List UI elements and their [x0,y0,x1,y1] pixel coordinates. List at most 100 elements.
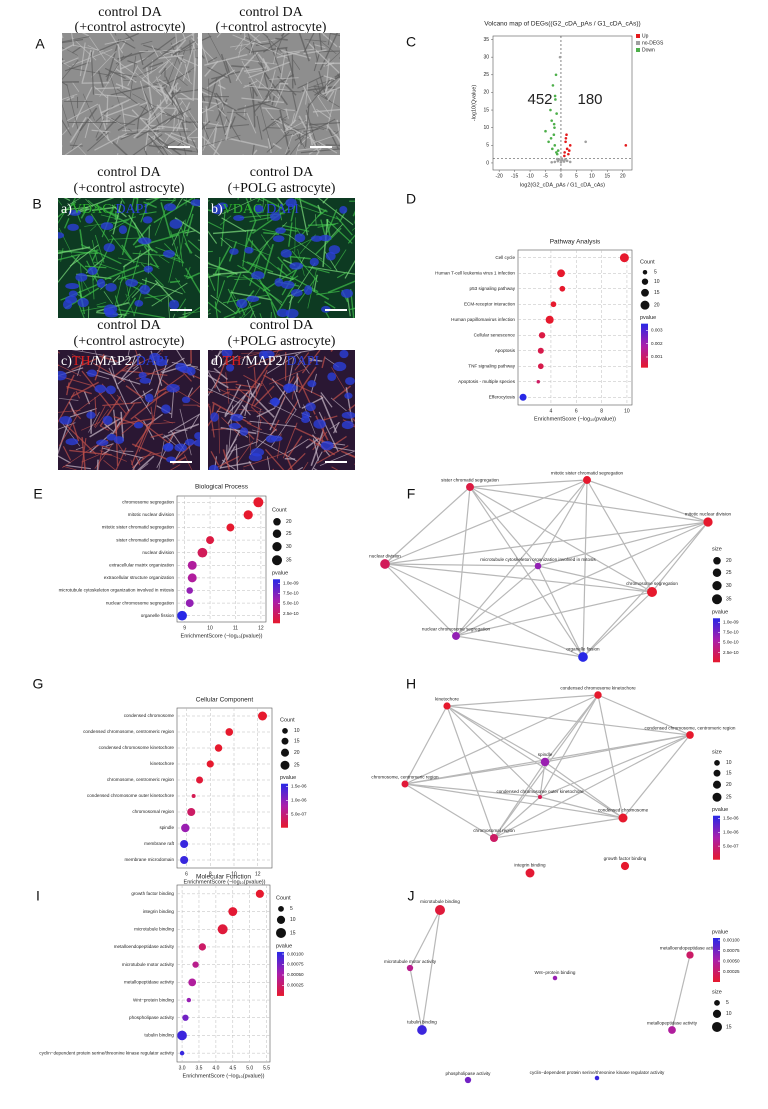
nucleus [319,234,332,242]
y-tick-label: integrin binding [143,909,175,914]
dot [536,380,541,384]
legend-size [712,1021,722,1032]
x-tick-label: 8 [209,871,212,877]
texture [169,280,181,284]
texture [253,80,282,113]
texture [276,51,300,59]
node [537,794,543,800]
legend-size [276,915,286,924]
node-label: metalloendopeptidase activity [660,946,721,951]
texture [288,222,293,247]
texture [348,403,355,411]
micrograph [208,198,355,318]
texture [58,228,73,254]
nucleus [269,398,281,406]
node-label: mitotic nuclear division [685,512,732,517]
texture [334,73,340,78]
texture [241,60,263,100]
nucleus [169,219,183,229]
texture [87,199,98,209]
x-tick-label: 9 [183,625,186,631]
texture [298,134,303,146]
y-tick-label: Cellular senescence [474,332,516,337]
texture [206,56,218,64]
texture [87,45,115,59]
texture [73,44,104,52]
nucleus [289,262,304,270]
legend-size [641,278,649,285]
texture [214,280,226,310]
texture [241,97,284,104]
texture [122,248,151,268]
texture [154,206,167,236]
edge [404,694,599,785]
texture [139,49,182,53]
y-tick-label: condensed chromosome kinetochore [99,745,175,750]
texture [62,103,70,127]
texture [246,298,256,318]
edge [455,565,539,637]
texture [156,434,174,468]
node-label: nuclear division [369,553,401,558]
texture [186,385,200,400]
texture [227,137,269,149]
texture [318,33,323,51]
x-tick-label: 12 [255,871,261,877]
texture [253,385,275,407]
texture [186,272,200,280]
texture [306,80,331,108]
node-label: tubulin binding [407,1019,437,1024]
texture [276,198,284,206]
texture [287,452,306,470]
texture [156,107,176,109]
colorbar-label: 5.0e-07 [723,843,739,848]
micrograph [58,198,200,318]
texture [58,249,99,261]
y-tick-label: mitotic sister chromatid segregation [102,525,175,530]
node [686,731,694,739]
texture [63,57,79,65]
edge [586,479,653,593]
edge [597,694,691,736]
colorbar-label: 0.001 [651,354,663,359]
point [568,144,572,147]
nucleus [179,366,193,374]
colorbar-label: 1.0e-06 [291,798,307,803]
chart-title: Biological Process [195,484,249,491]
legend-label: 20 [726,558,732,564]
texture [115,68,137,83]
texture [172,456,187,465]
edge [455,486,471,637]
y-tick-label: chromosomal region [132,809,174,814]
legend-size [276,927,286,938]
texture [305,81,309,105]
y-tick-label: metallopeptidase activity [124,980,175,985]
texture [139,211,157,216]
texture [347,297,351,317]
point [560,157,564,161]
x-tick-label: 12 [258,625,264,631]
texture [325,58,330,92]
texture [285,108,289,119]
texture [146,102,172,124]
texture [291,58,301,70]
image-tag: b)VDAC/DAPI [211,202,299,217]
texture [158,255,170,264]
texture [217,84,226,90]
legend-swatch [636,41,640,45]
texture [252,144,255,155]
texture [94,350,100,364]
colorbar-label: 1.5e-06 [291,784,307,789]
texture [103,459,116,470]
texture [93,261,124,273]
colorbar-label: 2.5e-10 [723,650,739,655]
texture [162,423,200,439]
nucleus [142,216,153,224]
x-tick-label: 10 [589,173,595,179]
texture [154,358,169,398]
micrograph [208,350,355,470]
x-axis-label: EnrichmentScore (−log₁₀(pvalue)) [534,416,616,422]
texture [313,85,340,90]
legend-size [278,906,284,912]
edge [493,694,599,839]
